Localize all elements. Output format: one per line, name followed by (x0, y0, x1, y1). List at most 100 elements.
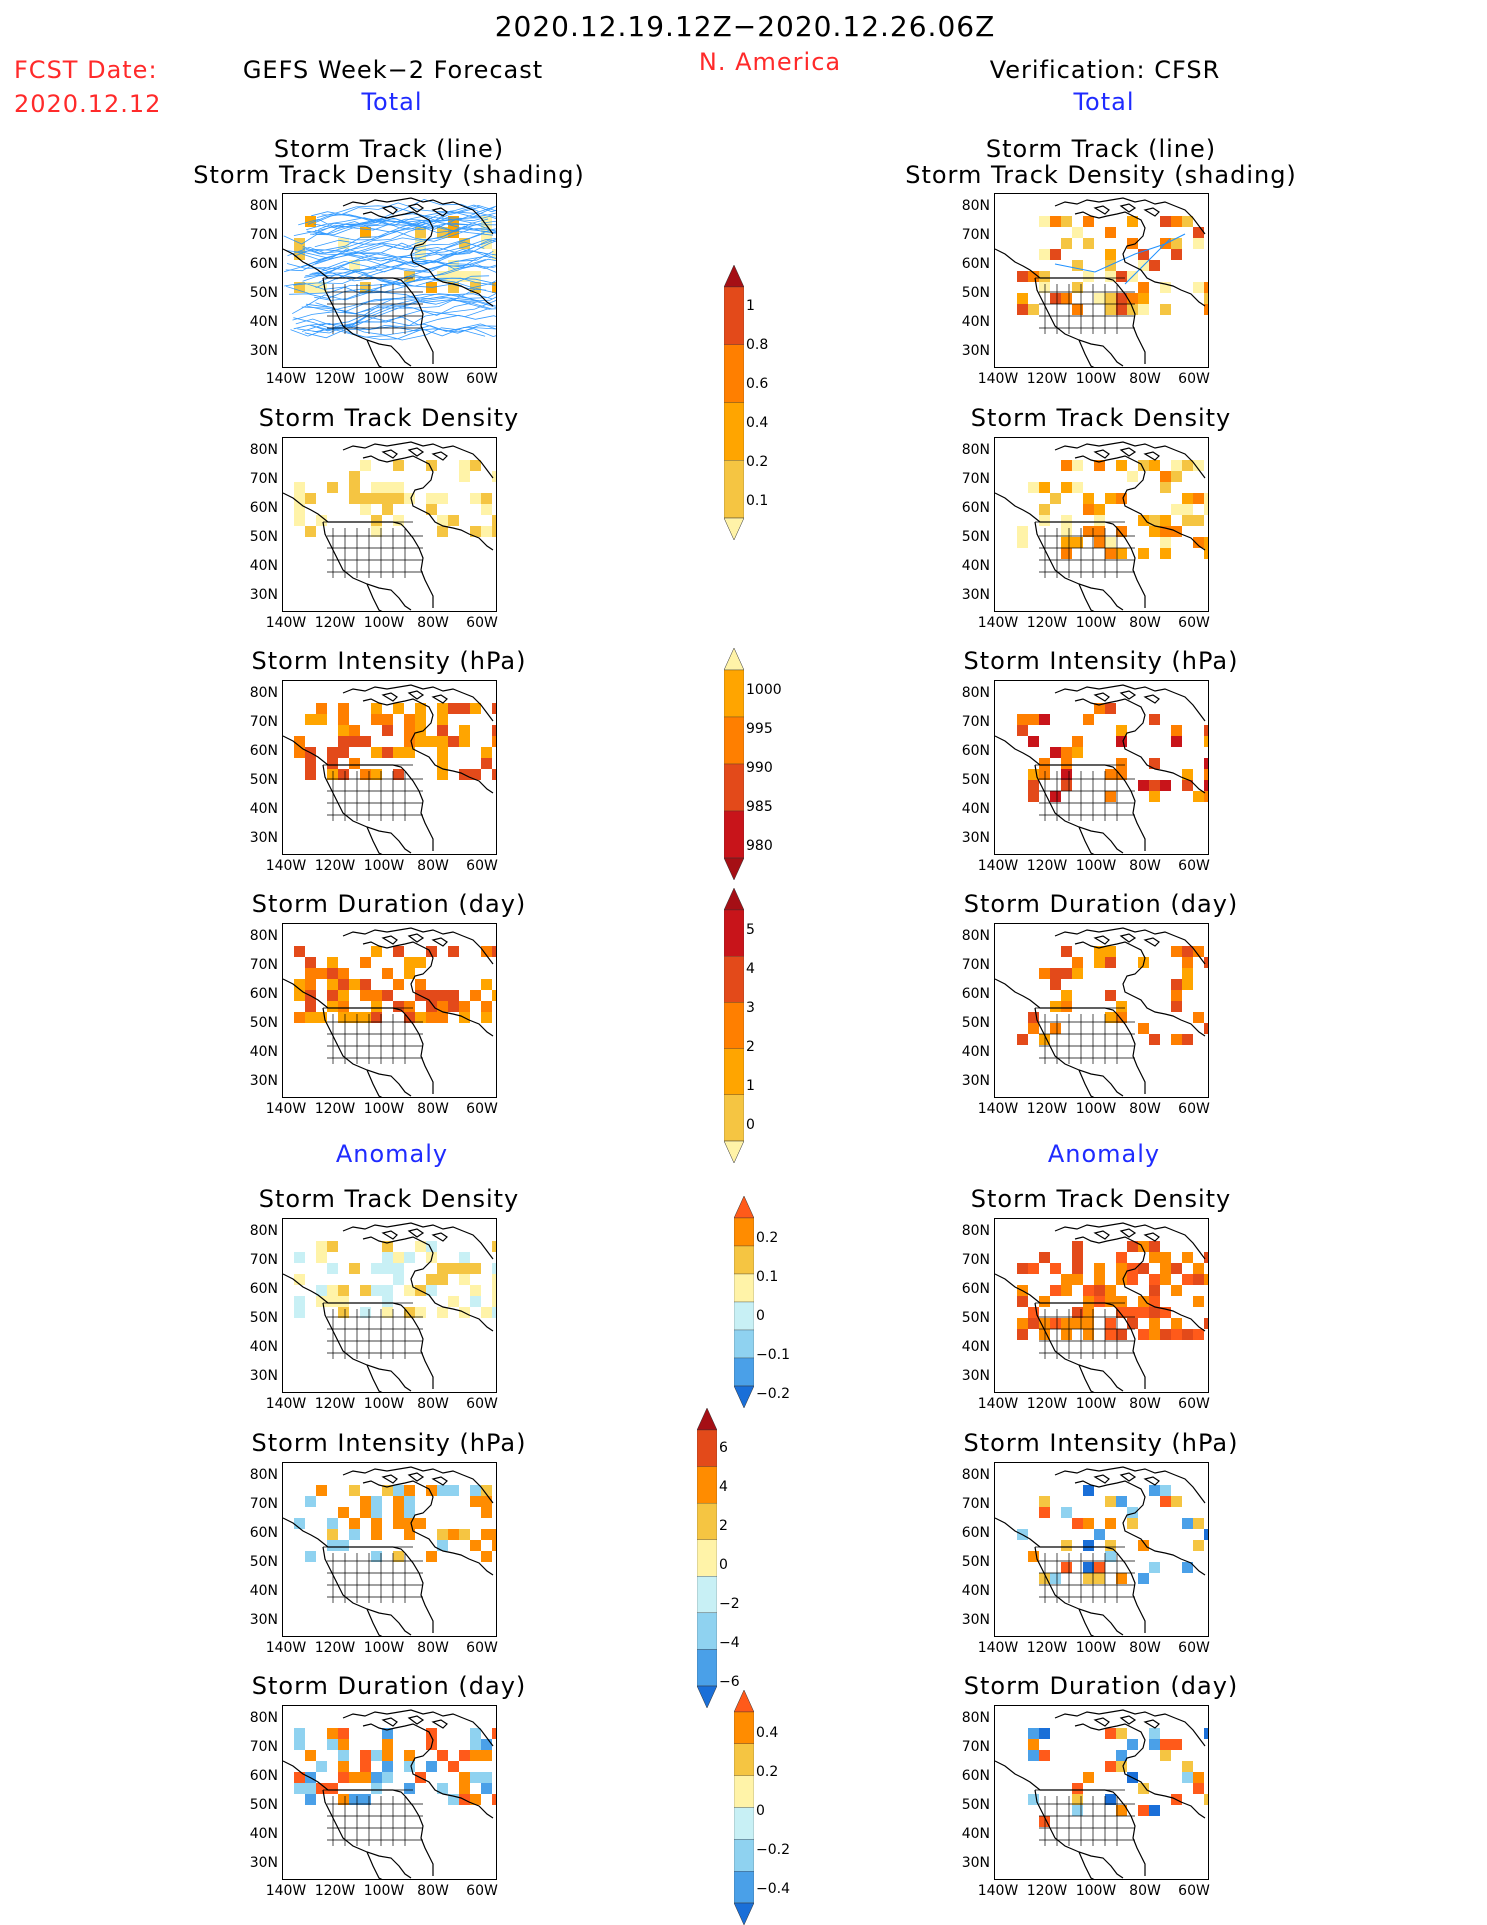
lon-tick-label: 140W (265, 1883, 307, 1899)
colorbar-tick-label: −2 (719, 1596, 740, 1612)
right-map-dens-obs (994, 437, 1209, 612)
lat-tick-label: 80N (249, 928, 278, 944)
colorbar-tick-label: 995 (746, 721, 773, 737)
left-anomaly-label: Anomaly (335, 1140, 449, 1168)
lat-tick-label: 80N (249, 442, 278, 458)
lon-tick-label: 80W (417, 1101, 449, 1117)
panel-title-line1: Storm Track (line) (273, 135, 505, 163)
lat-tick-label: 60N (249, 1281, 278, 1297)
lat-tick-label: 50N (961, 529, 990, 545)
colorbar-tick-label: −0.2 (756, 1842, 790, 1858)
colorbar-tick-label: −0.4 (756, 1881, 790, 1897)
colorbar-tick-label: −6 (719, 1674, 740, 1690)
lon-tick-label: 140W (265, 858, 307, 874)
colorbar-anom_duration (734, 1690, 754, 1925)
lat-tick-label: 80N (961, 685, 990, 701)
lat-tick-label: 80N (961, 198, 990, 214)
lat-tick-label: 30N (961, 1073, 990, 1089)
lat-tick-label: 50N (249, 1554, 278, 1570)
lat-tick-label: 80N (961, 928, 990, 944)
colorbar-tick-label: 0.6 (746, 376, 769, 392)
lon-tick-label: 80W (1129, 1640, 1161, 1656)
colorbar-total_density (724, 265, 744, 540)
colorbar-tick-label: 0 (746, 1117, 755, 1133)
lat-tick-label: 60N (961, 1768, 990, 1784)
lon-tick-label: 100W (363, 1640, 405, 1656)
lat-tick-label: 80N (249, 1710, 278, 1726)
lat-tick-label: 60N (249, 1525, 278, 1541)
lat-tick-label: 70N (961, 957, 990, 973)
colorbar-tick-label: −4 (719, 1635, 740, 1651)
lon-tick-label: 80W (417, 371, 449, 387)
lon-tick-label: 80W (1129, 1883, 1161, 1899)
lat-tick-label: 70N (249, 1739, 278, 1755)
colorbar-tick-label: 990 (746, 760, 773, 776)
colorbar-tick-label: 5 (746, 922, 755, 938)
lon-tick-label: 60W (466, 1640, 498, 1656)
lon-tick-label: 140W (977, 1101, 1019, 1117)
colorbar-tick-label: 0.2 (746, 454, 769, 470)
lon-tick-label: 120W (1026, 615, 1068, 631)
lat-tick-label: 70N (961, 471, 990, 487)
lat-tick-label: 50N (961, 1554, 990, 1570)
right-total-label: Total (1073, 88, 1135, 116)
lon-tick-label: 120W (314, 1396, 356, 1412)
lat-tick-label: 60N (249, 500, 278, 516)
colorbar-tick-label: 0.1 (746, 493, 769, 509)
right-anomaly-label: Anomaly (1047, 1140, 1161, 1168)
lat-tick-label: 70N (961, 1496, 990, 1512)
lon-tick-label: 140W (977, 1883, 1019, 1899)
right-map-aint-obs (994, 1462, 1209, 1637)
panel-title: Storm Duration (day) (963, 890, 1239, 918)
lat-tick-label: 60N (961, 500, 990, 516)
lon-tick-label: 60W (1178, 371, 1210, 387)
lat-tick-label: 40N (249, 558, 278, 574)
lon-tick-label: 100W (1075, 1101, 1117, 1117)
lon-tick-label: 140W (977, 1396, 1019, 1412)
lat-tick-label: 70N (249, 471, 278, 487)
lat-tick-label: 50N (961, 285, 990, 301)
colorbar-tick-label: 6 (719, 1440, 728, 1456)
colorbar-tick-label: 4 (719, 1479, 728, 1495)
fcst-date-value: 2020.12.12 (14, 90, 162, 118)
lon-tick-label: 140W (265, 1101, 307, 1117)
lon-tick-label: 100W (1075, 1883, 1117, 1899)
lat-tick-label: 50N (249, 1797, 278, 1813)
lat-tick-label: 30N (249, 587, 278, 603)
right-column-title: Verification: CFSR (989, 56, 1221, 84)
panel-title: Storm Duration (day) (963, 1672, 1239, 1700)
lon-tick-label: 120W (314, 615, 356, 631)
lon-tick-label: 120W (1026, 1101, 1068, 1117)
lon-tick-label: 80W (417, 1640, 449, 1656)
lon-tick-label: 140W (977, 858, 1019, 874)
right-map-track-obs (994, 193, 1209, 368)
right-map-dur-obs (994, 923, 1209, 1098)
lon-tick-label: 140W (977, 615, 1019, 631)
lat-tick-label: 30N (961, 1612, 990, 1628)
lon-tick-label: 60W (466, 858, 498, 874)
lat-tick-label: 50N (961, 1015, 990, 1031)
panel-title-line2: Storm Track Density (shading) (193, 161, 585, 189)
right-map-int-obs (994, 680, 1209, 855)
panel-title: Storm Intensity (hPa) (963, 647, 1239, 675)
lon-tick-label: 60W (1178, 615, 1210, 631)
panel-title: Storm Duration (day) (251, 1672, 527, 1700)
colorbar-tick-label: 0.2 (756, 1230, 779, 1246)
lat-tick-label: 80N (961, 1710, 990, 1726)
fcst-date-label: FCST Date: (14, 56, 158, 84)
panel-title: Storm Track Density (970, 404, 1232, 432)
lon-tick-label: 80W (1129, 615, 1161, 631)
panel-title: Storm Track Density (970, 1185, 1232, 1213)
lon-tick-label: 120W (314, 371, 356, 387)
colorbar-tick-label: 0 (719, 1557, 728, 1573)
lon-tick-label: 60W (1178, 1396, 1210, 1412)
lat-tick-label: 50N (961, 1310, 990, 1326)
colorbar-tick-label: 0.2 (756, 1764, 779, 1780)
lon-tick-label: 120W (1026, 1883, 1068, 1899)
lat-tick-label: 60N (249, 743, 278, 759)
colorbar-tick-label: 0.8 (746, 337, 769, 353)
lon-tick-label: 120W (1026, 1640, 1068, 1656)
lon-tick-label: 120W (1026, 858, 1068, 874)
colorbar-tick-label: 4 (746, 961, 755, 977)
lat-tick-label: 60N (961, 1525, 990, 1541)
